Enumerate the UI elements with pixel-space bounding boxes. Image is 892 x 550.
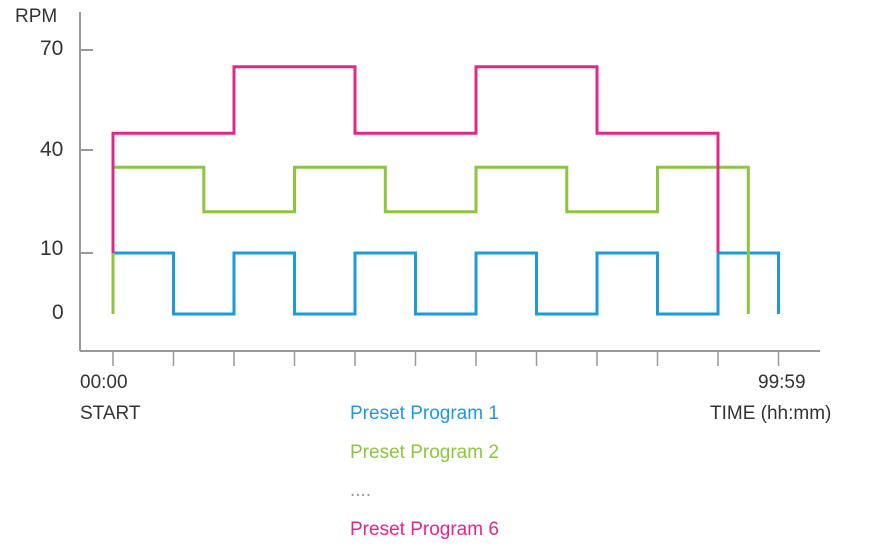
x-start-sublabel: START bbox=[80, 403, 141, 424]
x-end-label: 99:59 bbox=[758, 372, 806, 393]
series-group bbox=[111, 65, 780, 316]
axes bbox=[79, 12, 820, 366]
x-axis-label: TIME (hh:mm) bbox=[710, 403, 832, 424]
legend-item-program-6: Preset Program 6 bbox=[350, 519, 499, 540]
y-axis-label: RPM bbox=[15, 6, 58, 27]
y-tick-label: 0 bbox=[52, 301, 64, 324]
legend-item-program-2: Preset Program 2 bbox=[350, 442, 499, 463]
y-tick-label: 10 bbox=[40, 237, 64, 260]
legend-ellipsis: .... bbox=[350, 480, 372, 501]
x-start-label: 00:00 bbox=[80, 372, 128, 393]
series-line-3 bbox=[111, 65, 720, 253]
legend-item-program-1: Preset Program 1 bbox=[350, 403, 499, 424]
series-line-2 bbox=[111, 165, 750, 314]
y-tick-label: 40 bbox=[40, 138, 64, 161]
y-tick-label: 70 bbox=[40, 37, 64, 60]
series-line-1 bbox=[111, 251, 780, 316]
